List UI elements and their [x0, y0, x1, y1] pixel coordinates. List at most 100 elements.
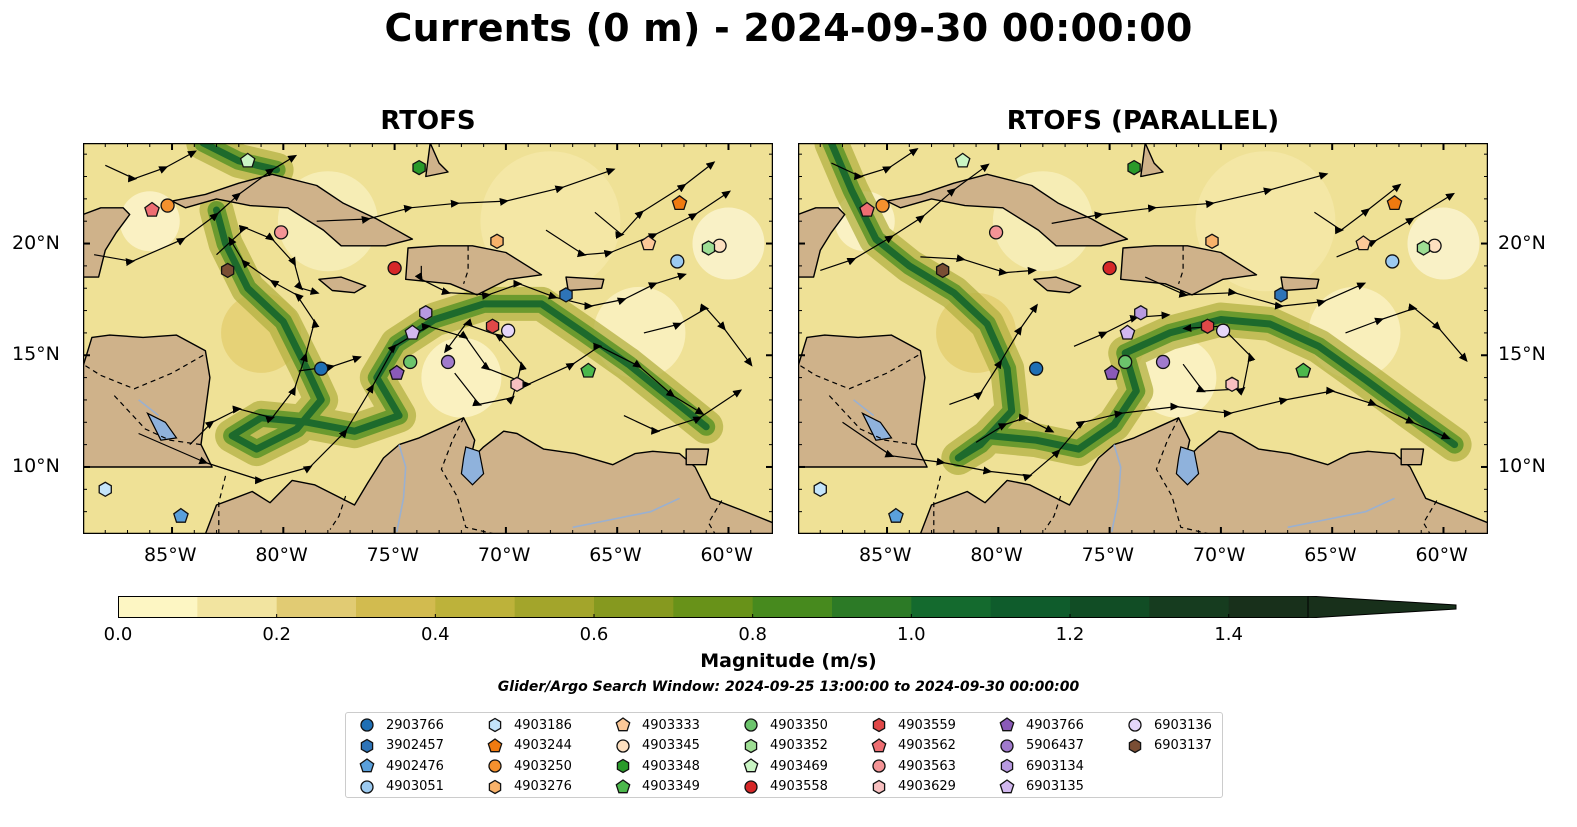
float-marker-4903276[interactable] — [490, 233, 504, 250]
legend-marker-4903559[interactable] — [872, 717, 886, 733]
float-marker-4902476[interactable] — [173, 507, 189, 523]
float-marker-4903559[interactable] — [1200, 318, 1215, 334]
legend-item-4903629: 4903629 — [870, 777, 956, 797]
legend-marker-4903051[interactable] — [360, 779, 374, 794]
float-marker-4903562[interactable] — [859, 201, 875, 217]
legend-marker-6903137[interactable] — [1128, 738, 1142, 753]
map-frame — [798, 143, 1488, 534]
colorbar-tick-label: 0.0 — [103, 624, 133, 645]
legend-marker-4903333[interactable] — [615, 717, 631, 732]
float-marker-6903134[interactable] — [1134, 305, 1148, 321]
legend-label: 4903276 — [514, 779, 572, 794]
float-marker-4903469[interactable] — [239, 152, 256, 168]
float-marker-6903136[interactable] — [1215, 323, 1231, 338]
float-marker-4903563[interactable] — [988, 225, 1004, 240]
legend-marker-4903349[interactable] — [615, 778, 631, 793]
colorbar-segment — [594, 596, 674, 618]
float-marker-2903766[interactable] — [1029, 361, 1044, 376]
legend-marker-4903250[interactable] — [488, 759, 502, 773]
float-marker-2903766[interactable] — [314, 361, 329, 376]
float-marker-4903562[interactable] — [144, 201, 160, 217]
legend-marker-4903186[interactable] — [488, 717, 502, 733]
float-marker-6903136[interactable] — [500, 323, 516, 338]
float-marker-4903333[interactable] — [1355, 235, 1372, 251]
float-marker-4903349[interactable] — [1295, 362, 1312, 378]
legend-marker-4903766[interactable] — [999, 717, 1015, 732]
float-marker-4903186[interactable] — [98, 481, 112, 498]
float-marker-5906437[interactable] — [440, 354, 456, 370]
streamline — [1051, 172, 1329, 224]
legend-marker-4903469[interactable] — [743, 758, 759, 773]
float-marker-4903563[interactable] — [273, 225, 289, 240]
float-marker-4903051[interactable] — [670, 254, 685, 269]
hexagon-marker-icon — [872, 717, 886, 733]
legend-label: 4903349 — [642, 779, 700, 794]
float-marker-4903350[interactable] — [403, 354, 418, 370]
float-marker-6903137[interactable] — [220, 262, 235, 279]
float-marker-4903186[interactable] — [813, 481, 827, 498]
float-marker-4903629[interactable] — [1225, 376, 1239, 393]
legend-marker-4903563[interactable] — [872, 759, 886, 773]
legend-marker-4903348[interactable] — [616, 758, 630, 774]
float-marker-4903244[interactable] — [671, 194, 688, 211]
float-marker-4903469[interactable] — [954, 152, 971, 168]
float-marker-4903350[interactable] — [1118, 354, 1133, 370]
legend-marker-4903629[interactable] — [872, 779, 886, 794]
map-panel-rtofs[interactable] — [83, 143, 773, 534]
float-marker-6903137[interactable] — [935, 262, 950, 279]
float-marker-6903135[interactable] — [1119, 324, 1136, 340]
float-marker-4903559[interactable] — [485, 318, 500, 334]
legend-marker-3902457[interactable] — [360, 738, 374, 753]
legend-marker-6903134[interactable] — [1000, 758, 1014, 774]
float-marker-6903135[interactable] — [404, 324, 421, 340]
legend-marker-4903244[interactable] — [487, 737, 503, 752]
float-marker-4903558[interactable] — [387, 260, 402, 276]
land-mass — [318, 276, 367, 294]
float-marker-4903348[interactable] — [1127, 159, 1141, 176]
colorbar-segment — [276, 596, 357, 618]
float-marker-4903250[interactable] — [160, 198, 175, 213]
float-marker-5906437[interactable] — [1155, 354, 1171, 370]
float-marker-6903134[interactable] — [419, 305, 433, 321]
float-marker-4903352[interactable] — [1416, 240, 1431, 256]
float-marker-4903051[interactable] — [1385, 254, 1400, 269]
float-marker-4903348[interactable] — [412, 159, 426, 176]
legend-marker-4903352[interactable] — [744, 738, 758, 753]
float-marker-4903244[interactable] — [1386, 194, 1403, 211]
legend-marker-2903766[interactable] — [360, 718, 374, 732]
float-marker-4902476[interactable] — [888, 507, 904, 523]
float-marker-4903276[interactable] — [1205, 233, 1219, 250]
hexagon-marker-icon — [488, 717, 502, 733]
legend-marker-4903345[interactable] — [616, 738, 630, 753]
float-marker-4903250[interactable] — [875, 198, 890, 213]
float-marker-3902457[interactable] — [1274, 287, 1288, 303]
float-marker-4903352[interactable] — [701, 240, 716, 256]
legend-marker-4903558[interactable] — [744, 779, 758, 794]
float-marker-4903558[interactable] — [1102, 260, 1117, 276]
legend-marker-6903136[interactable] — [1128, 718, 1142, 732]
panel-title-rtofs: RTOFS — [380, 106, 476, 136]
legend-marker-4902476[interactable] — [359, 758, 375, 773]
legend-marker-4903276[interactable] — [488, 779, 502, 794]
float-marker-4903333[interactable] — [640, 235, 657, 251]
land-mass — [685, 448, 710, 466]
map-canvas[interactable] — [798, 143, 1488, 534]
legend-item-4903348: 4903348 — [614, 756, 700, 776]
float-marker-4903629[interactable] — [510, 376, 524, 393]
circle-marker-icon — [360, 779, 374, 794]
legend-label: 4903469 — [770, 758, 828, 774]
land-mass — [565, 276, 605, 292]
float-marker-3902457[interactable] — [559, 287, 573, 303]
float-marker-4903349[interactable] — [580, 362, 597, 378]
pentagon-marker-icon — [999, 778, 1015, 793]
float-marker-4903766[interactable] — [388, 364, 405, 380]
legend-marker-4903562[interactable] — [871, 737, 887, 752]
legend-label: 4903051 — [386, 779, 444, 794]
country-border — [798, 354, 919, 390]
legend-marker-5906437[interactable] — [1000, 738, 1014, 753]
legend-marker-4903350[interactable] — [744, 718, 758, 732]
map-panel-rtofs-parallel[interactable] — [798, 143, 1488, 534]
legend-marker-6903135[interactable] — [999, 778, 1015, 793]
float-marker-4903766[interactable] — [1103, 364, 1120, 380]
map-canvas[interactable] — [83, 143, 773, 534]
